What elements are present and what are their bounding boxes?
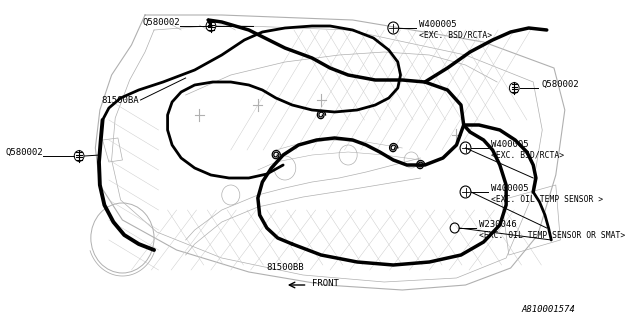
- Text: W400005: W400005: [419, 20, 456, 28]
- Text: Q580002: Q580002: [5, 148, 43, 156]
- Text: W400005: W400005: [491, 140, 529, 148]
- Text: W400005: W400005: [491, 183, 529, 193]
- Text: <EXC. BSD/RCTA>: <EXC. BSD/RCTA>: [491, 150, 564, 159]
- Text: FRONT: FRONT: [312, 278, 339, 287]
- Text: <EXC. OIL TEMP SENSOR OR SMAT>: <EXC. OIL TEMP SENSOR OR SMAT>: [479, 230, 625, 239]
- Text: Q580002: Q580002: [541, 79, 579, 89]
- Text: 81500BB: 81500BB: [266, 263, 304, 273]
- Text: <EXC. OIL TEMP SENSOR >: <EXC. OIL TEMP SENSOR >: [491, 195, 603, 204]
- Text: 81500BA: 81500BA: [101, 95, 139, 105]
- Text: <EXC. BSD/RCTA>: <EXC. BSD/RCTA>: [419, 30, 492, 39]
- Text: Q580002: Q580002: [143, 18, 180, 27]
- Text: W230046: W230046: [479, 220, 516, 228]
- Text: A810001574: A810001574: [522, 306, 575, 315]
